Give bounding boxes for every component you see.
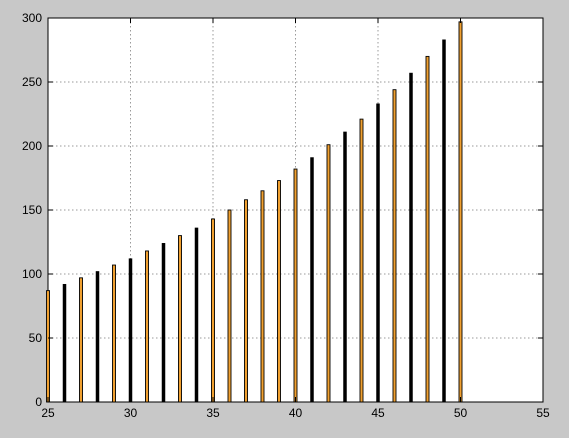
y-tick-label: 150 — [22, 203, 42, 217]
bar — [458, 21, 463, 403]
bar — [343, 131, 347, 403]
x-tick-label: 30 — [124, 406, 138, 420]
y-tick-label: 200 — [22, 139, 42, 153]
bar — [359, 118, 364, 403]
x-tick-label: 35 — [206, 406, 220, 420]
x-tick-label: 40 — [289, 406, 303, 420]
y-tick-labels: 0 50 100 150 200 250 300 — [22, 11, 42, 409]
bar — [425, 55, 430, 403]
bar — [79, 277, 83, 403]
x-tick-label: 25 — [41, 406, 55, 420]
bar — [211, 218, 215, 403]
bar — [392, 89, 397, 403]
y-tick-label: 300 — [22, 11, 42, 25]
bar — [376, 103, 380, 403]
y-tick-label: 250 — [22, 75, 42, 89]
bar — [442, 39, 446, 403]
x-tick-labels: 25 30 35 40 45 50 55 — [41, 406, 550, 420]
x-tick-label: 45 — [371, 406, 385, 420]
x-tick-label: 55 — [536, 406, 550, 420]
bar — [194, 227, 199, 403]
bar — [178, 235, 182, 403]
axis-ticks — [47, 17, 544, 403]
y-tick-label: 0 — [35, 395, 42, 409]
bar — [277, 180, 281, 403]
bar — [244, 199, 248, 403]
x-tick-label: 50 — [454, 406, 468, 420]
bar — [310, 157, 314, 403]
bar — [227, 209, 232, 403]
bar — [112, 264, 116, 403]
bar — [161, 243, 166, 403]
y-tick-label: 100 — [22, 267, 42, 281]
bar — [46, 290, 50, 403]
bar — [293, 168, 298, 403]
bar — [145, 250, 149, 403]
bar — [95, 271, 100, 403]
bar — [62, 283, 67, 403]
bar — [409, 72, 413, 403]
bar — [128, 258, 133, 403]
bar — [326, 144, 331, 403]
bar — [260, 190, 265, 403]
y-tick-label: 50 — [29, 331, 43, 345]
